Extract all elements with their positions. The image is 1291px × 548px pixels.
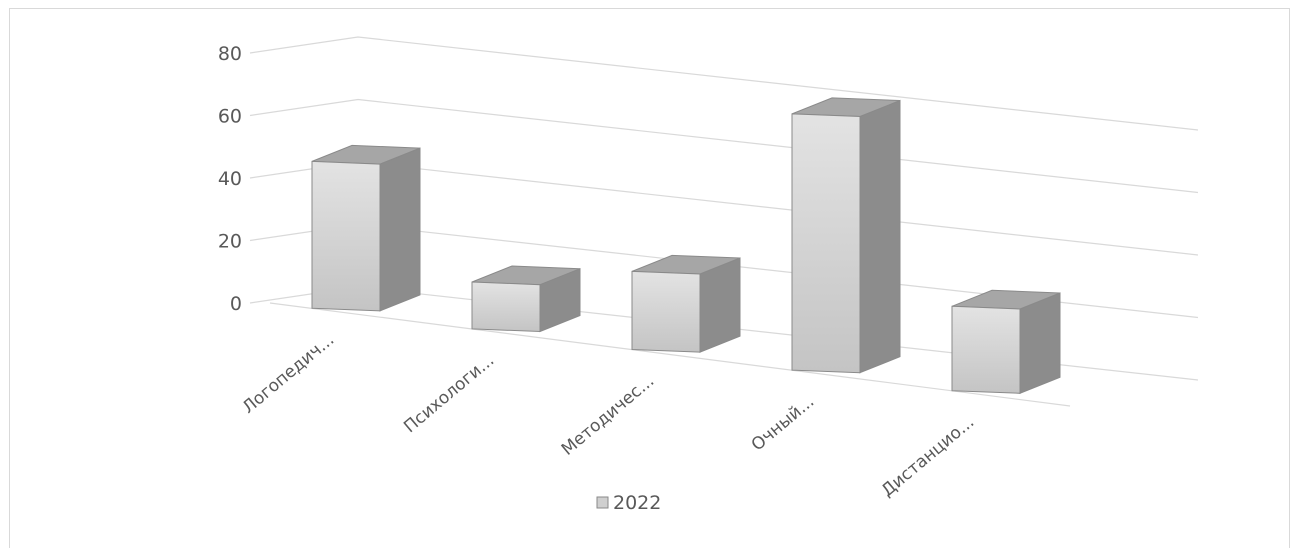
y-tick-label: 0: [230, 293, 242, 315]
x-tick-label: Дистанцио...: [878, 412, 978, 501]
gridline: [249, 98, 1199, 194]
bar-side: [1019, 292, 1061, 395]
x-tick-label: Очный...: [748, 392, 818, 456]
bar: [951, 289, 1061, 395]
y-tick-label: 20: [218, 231, 242, 253]
bar: [311, 144, 421, 312]
y-tick-label: 60: [218, 106, 242, 128]
bar-front: [791, 113, 861, 374]
x-tick-label: Методичес...: [558, 371, 658, 460]
bars: [311, 97, 1061, 395]
legend-swatch: [596, 496, 609, 509]
bar-front: [311, 160, 381, 312]
bar: [471, 265, 581, 333]
floor-edge: [269, 302, 1071, 407]
y-tick-label: 80: [218, 43, 242, 65]
x-tick-label: Логопедич...: [239, 330, 339, 418]
bar-front: [471, 281, 541, 333]
y-axis: 0 20 40 60 80: [218, 43, 242, 315]
bar-front: [951, 305, 1021, 394]
bar: [631, 254, 741, 353]
y-tick-label: 40: [218, 168, 242, 190]
bar-side: [379, 147, 421, 312]
bar-front: [631, 270, 701, 353]
x-tick-label: Психологи...: [400, 350, 498, 437]
bar-side: [859, 99, 901, 374]
chart-frame: [9, 8, 1290, 548]
bar: [791, 97, 901, 374]
legend-label: 2022: [613, 492, 661, 514]
legend: 2022: [596, 492, 661, 514]
gridline: [249, 36, 1199, 131]
